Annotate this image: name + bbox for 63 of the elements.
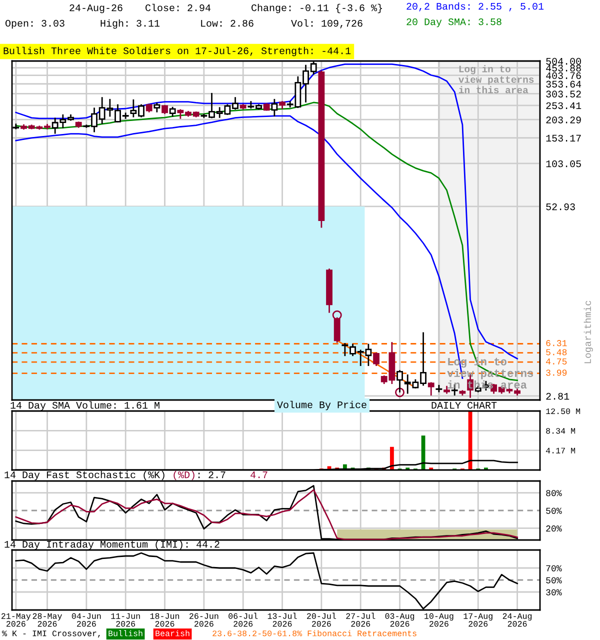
y-tick-label: 8.34 M <box>546 428 576 434</box>
text: Low: 2.86 <box>201 20 254 27</box>
y-axis-title: Logarithmic <box>584 300 593 364</box>
series-label: (%K) <box>144 470 164 480</box>
y-tick-label: 52.93 <box>546 203 575 210</box>
y-tick-label: 70% <box>546 565 562 572</box>
text: Open: 3.03 <box>6 20 64 29</box>
text: % K - IMI Crossover, <box>2 630 100 638</box>
x-tick-label: 28-May 2026 <box>32 613 62 627</box>
ref-line-label: 4.75 <box>546 358 567 365</box>
y-tick-label: 30% <box>546 589 562 596</box>
text: Close: 2.94 <box>146 4 211 12</box>
text: : 2.7 <box>198 471 226 478</box>
x-tick-label: 13-Jul 2026 <box>268 612 297 627</box>
band-label: Log in to view patterns in this area <box>458 65 534 94</box>
text: 24-Aug-26 <box>70 4 122 14</box>
text: (%D) <box>174 470 194 480</box>
text: Vol: 109,726 <box>291 19 362 28</box>
text: 14 Day SMA Volume: 1.61 M <box>10 401 160 411</box>
y-tick-label: 504.00 <box>546 58 581 65</box>
x-tick-label: 21-May 2026 <box>2 613 31 627</box>
band-label: Volume By Price <box>277 400 366 410</box>
x-tick-label: 04-Jun 2026 <box>72 613 101 627</box>
text: 4.7 <box>250 472 268 478</box>
text: Bullish Three White Soldiers on 17-Jul-26, Strength: -44.1 <box>4 46 351 56</box>
y-tick-label: 2.81 <box>546 392 570 400</box>
y-tick-label: 103.05 <box>546 160 581 168</box>
chart-title: 14 Day Intraday Momentum (IMI): 44.2 <box>4 540 220 550</box>
ref-line-label: 6.31 <box>546 340 567 346</box>
text: DAILY CHART <box>432 402 497 409</box>
text: Bullish <box>108 630 142 636</box>
text: Change: -0.11 {-3.6 %} <box>252 4 382 14</box>
y-tick-label: 4.17 M <box>546 448 576 454</box>
y-tick-label: 353.64 <box>546 80 582 88</box>
ref-line-label: 3.99 <box>546 370 567 376</box>
text: High: 3.11 <box>100 19 160 29</box>
y-tick-label: 20% <box>546 525 562 532</box>
x-tick-label: 10-Aug 2026 <box>424 613 454 627</box>
text: Bearish <box>156 630 190 636</box>
x-tick-label: 03-Aug 2026 <box>385 613 414 627</box>
y-tick-label: 80% <box>546 490 562 496</box>
ref-line-label: 5.48 <box>546 349 567 356</box>
y-tick-label: 453.88 <box>546 64 581 72</box>
x-tick-label: 24-Aug 2026 <box>502 613 532 627</box>
text: 20,2 Bands: 2.55 , 5.01 <box>406 2 544 12</box>
y-tick-label: 203.29 <box>546 116 581 124</box>
text: 20 Day SMA: 3.58 <box>406 18 502 28</box>
x-tick-label: 18-Jun 2026 <box>150 613 180 627</box>
y-tick-label: 50% <box>546 577 562 584</box>
y-tick-label: 303.52 <box>546 90 581 98</box>
x-tick-label: 06-Jul 2026 <box>228 612 258 627</box>
y-tick-label: 403.76 <box>546 72 581 80</box>
x-tick-label: 27-Jul 2026 <box>346 612 376 627</box>
chart-title: 14 Day Fast Stochastic <box>4 470 136 480</box>
x-tick-label: 11-Jun 2026 <box>111 613 140 627</box>
x-tick-label: 17-Aug 2026 <box>464 613 492 627</box>
y-tick-label: 153.17 <box>546 134 581 142</box>
text: 23.6-38.2-50-61.8% Fibonacci Retracements <box>212 630 416 636</box>
y-tick-label: 253.41 <box>546 102 582 110</box>
y-tick-label: 50% <box>546 508 562 514</box>
x-tick-label: 20-Jul 2026 <box>307 612 336 627</box>
x-tick-label: 26-Jun 2026 <box>190 613 218 627</box>
y-tick-label: 12.50 M <box>546 408 580 414</box>
